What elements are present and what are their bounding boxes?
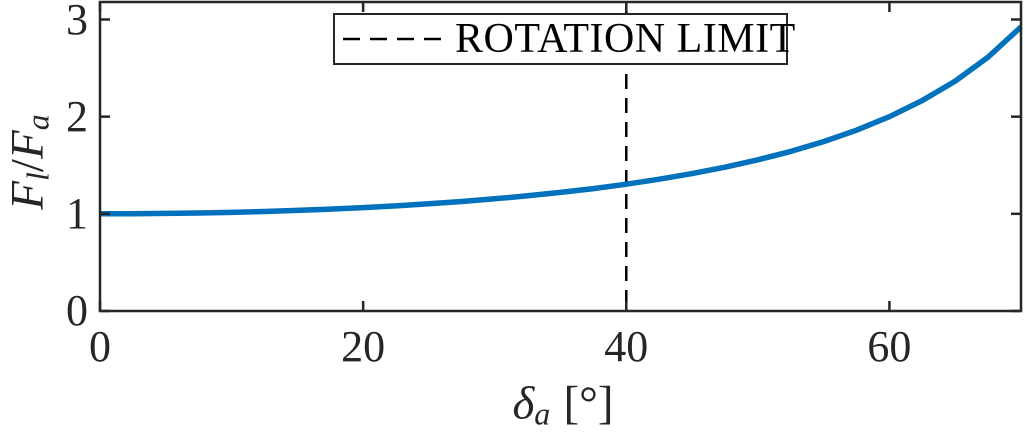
data-curve [99, 24, 1023, 217]
y-tick-label: 0 [66, 286, 88, 335]
x-tick-label: 0 [89, 322, 111, 371]
ylabel-sub-l: l [20, 172, 56, 181]
xlabel-sub-a: a [534, 396, 551, 432]
y-tick-label: 2 [66, 91, 88, 141]
x-axis-label: δa [°] [512, 379, 613, 434]
legend: ROTATION LIMIT [333, 13, 795, 65]
legend-dashed-line-sample [343, 37, 444, 41]
xlabel-unit: [°] [563, 377, 614, 430]
y-tick-label: 3 [66, 0, 88, 44]
y-tick-label: 1 [66, 188, 88, 238]
x-tick-label: 60 [867, 322, 912, 371]
legend-entry-label: ROTATION LIMIT [455, 16, 796, 62]
axes-box [98, 0, 1023, 313]
x-tick-label: 20 [341, 322, 386, 371]
xlabel-delta: δ [512, 377, 535, 430]
ylabel-slash: / [1, 159, 54, 173]
x-tick-label: 40 [604, 322, 649, 371]
